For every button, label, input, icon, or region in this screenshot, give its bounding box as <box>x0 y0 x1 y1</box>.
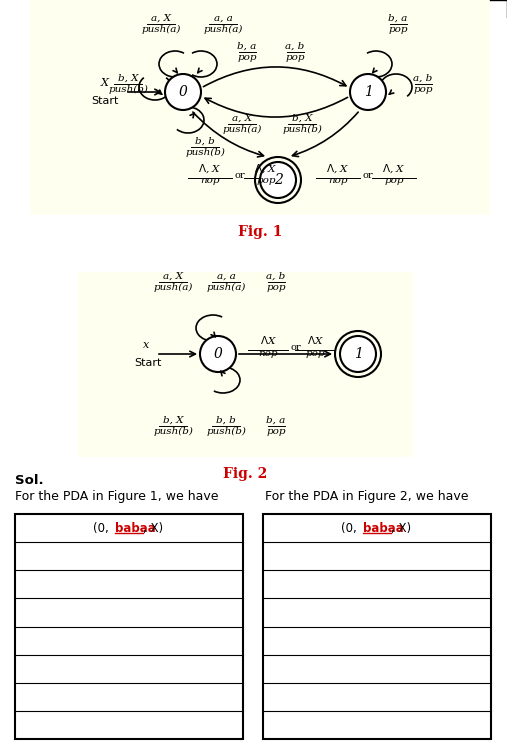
Text: nop: nop <box>200 176 220 185</box>
Text: For the PDA in Figure 2, we have: For the PDA in Figure 2, we have <box>265 490 468 503</box>
Text: or: or <box>363 171 373 180</box>
Text: nop: nop <box>328 176 348 185</box>
Text: a, b: a, b <box>413 74 432 83</box>
Circle shape <box>165 74 201 110</box>
Text: push(b): push(b) <box>206 427 246 436</box>
Text: For the PDA in Figure 1, we have: For the PDA in Figure 1, we have <box>15 490 219 503</box>
FancyBboxPatch shape <box>78 272 413 457</box>
Text: a, X: a, X <box>232 114 252 123</box>
FancyBboxPatch shape <box>30 0 490 215</box>
Text: pop: pop <box>413 85 433 94</box>
Text: 0: 0 <box>178 85 188 99</box>
Text: 1: 1 <box>364 85 373 99</box>
Text: $\Lambda$, X: $\Lambda$, X <box>327 162 350 175</box>
Text: Start: Start <box>134 358 162 368</box>
Text: pop: pop <box>305 349 325 358</box>
Text: 2: 2 <box>274 173 282 187</box>
Text: Fig. 2: Fig. 2 <box>224 467 268 481</box>
Bar <box>15 514 243 739</box>
Text: push(a): push(a) <box>206 283 246 292</box>
Text: $\Lambda$, X: $\Lambda$, X <box>198 162 222 175</box>
Text: b, a: b, a <box>266 416 285 425</box>
Text: pop: pop <box>237 53 257 62</box>
Text: push(b): push(b) <box>185 148 225 157</box>
Circle shape <box>340 336 376 372</box>
Text: push(b): push(b) <box>282 125 322 134</box>
Text: or: or <box>291 343 301 352</box>
Text: (0,: (0, <box>341 522 361 534</box>
Text: 1: 1 <box>353 347 363 361</box>
Text: pop: pop <box>266 427 286 436</box>
Text: Start: Start <box>91 96 119 106</box>
Text: push(a): push(a) <box>203 25 243 34</box>
Text: b, X: b, X <box>163 416 183 425</box>
Text: push(a): push(a) <box>153 283 193 292</box>
Text: pop: pop <box>266 283 286 292</box>
Text: $\Lambda$, X: $\Lambda$, X <box>382 162 406 175</box>
Text: b, a: b, a <box>388 14 408 23</box>
Text: a, a: a, a <box>213 14 232 23</box>
Circle shape <box>350 74 386 110</box>
Text: a, X: a, X <box>163 272 183 281</box>
Text: pop: pop <box>384 176 404 185</box>
Text: push(b): push(b) <box>108 85 148 94</box>
Text: x: x <box>143 340 149 350</box>
Text: push(a): push(a) <box>222 125 262 134</box>
Text: push(a): push(a) <box>141 25 180 34</box>
Text: nop: nop <box>258 349 278 358</box>
Text: pop: pop <box>285 53 305 62</box>
Text: b, b: b, b <box>216 416 236 425</box>
Text: , X): , X) <box>391 522 411 534</box>
Text: (0,: (0, <box>93 522 113 534</box>
Text: X: X <box>101 78 109 88</box>
Text: pop: pop <box>388 25 408 34</box>
Text: or: or <box>235 171 245 180</box>
Text: $\Lambda$X: $\Lambda$X <box>307 334 323 346</box>
Text: $\Lambda$X: $\Lambda$X <box>260 334 276 346</box>
Circle shape <box>200 336 236 372</box>
Bar <box>263 514 491 739</box>
Circle shape <box>260 162 296 198</box>
Text: a, b: a, b <box>266 272 285 281</box>
Text: b, X: b, X <box>292 114 312 123</box>
Text: babaa: babaa <box>363 522 404 534</box>
Text: push(b): push(b) <box>153 427 193 436</box>
Text: 0: 0 <box>213 347 223 361</box>
Text: Sol.: Sol. <box>15 474 44 487</box>
Text: , X): , X) <box>143 522 163 534</box>
Text: a, X: a, X <box>151 14 171 23</box>
Text: $\Lambda$, X: $\Lambda$, X <box>255 162 278 175</box>
Text: a, b: a, b <box>285 42 305 51</box>
Text: Fig. 1: Fig. 1 <box>238 225 282 239</box>
Text: b, X: b, X <box>118 74 138 83</box>
Text: a, a: a, a <box>216 272 235 281</box>
Text: babaa: babaa <box>115 522 156 534</box>
Text: b, b: b, b <box>195 137 215 146</box>
Text: b, a: b, a <box>237 42 257 51</box>
Text: pop: pop <box>256 176 276 185</box>
